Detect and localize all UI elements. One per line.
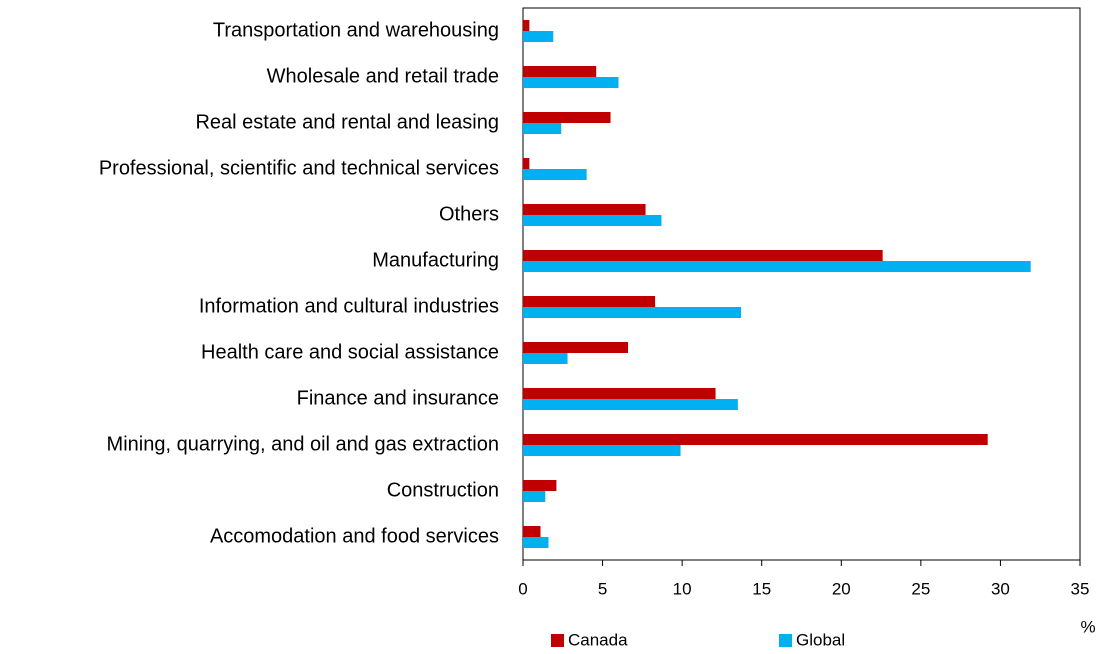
y-tick-label: Finance and insurance bbox=[297, 387, 499, 409]
bar bbox=[523, 537, 549, 548]
x-tick-label: 25 bbox=[911, 579, 930, 598]
x-tick-label: 0 bbox=[518, 579, 527, 598]
bar bbox=[523, 112, 611, 123]
bar bbox=[523, 480, 557, 491]
bar bbox=[523, 123, 562, 134]
bar bbox=[523, 353, 568, 364]
bar bbox=[523, 261, 1031, 272]
x-tick-label: 5 bbox=[598, 579, 607, 598]
bar bbox=[523, 296, 656, 307]
bar bbox=[523, 31, 554, 42]
y-tick-label: Professional, scientific and technical s… bbox=[99, 157, 499, 179]
y-tick-label: Information and cultural industries bbox=[199, 295, 499, 317]
bar bbox=[523, 158, 530, 169]
bar bbox=[523, 445, 681, 456]
y-tick-label: Accomodation and food services bbox=[210, 525, 499, 547]
x-tick-label: 10 bbox=[673, 579, 692, 598]
x-tick-label: 30 bbox=[991, 579, 1010, 598]
legend-label: Global bbox=[796, 630, 845, 649]
x-tick-label: 35 bbox=[1071, 579, 1090, 598]
bar bbox=[523, 388, 716, 399]
y-tick-label: Mining, quarrying, and oil and gas extra… bbox=[107, 433, 499, 455]
bar bbox=[523, 77, 619, 88]
y-tick-label: Others bbox=[439, 203, 499, 225]
bar bbox=[523, 491, 546, 502]
bar bbox=[523, 434, 988, 445]
y-tick-label: Transportation and warehousing bbox=[213, 19, 499, 41]
legend-swatch bbox=[551, 634, 564, 647]
y-tick-label: Health care and social assistance bbox=[201, 341, 499, 363]
bar bbox=[523, 66, 597, 77]
x-axis-label: % bbox=[1080, 617, 1095, 636]
bar bbox=[523, 342, 629, 353]
y-tick-label: Manufacturing bbox=[372, 249, 499, 271]
bar bbox=[523, 20, 530, 31]
bar bbox=[523, 169, 587, 180]
bar bbox=[523, 526, 541, 537]
y-tick-label: Wholesale and retail trade bbox=[267, 65, 499, 87]
bar bbox=[523, 250, 883, 261]
y-tick-label: Real estate and rental and leasing bbox=[195, 111, 499, 133]
bar bbox=[523, 307, 742, 318]
legend-swatch bbox=[779, 634, 792, 647]
bar bbox=[523, 215, 662, 226]
bar bbox=[523, 204, 646, 215]
bar bbox=[523, 399, 738, 410]
y-tick-label: Construction bbox=[387, 479, 499, 501]
x-tick-label: 15 bbox=[752, 579, 771, 598]
plot-area bbox=[522, 7, 1081, 561]
legend-label: Canada bbox=[568, 630, 628, 649]
x-tick-label: 20 bbox=[832, 579, 851, 598]
